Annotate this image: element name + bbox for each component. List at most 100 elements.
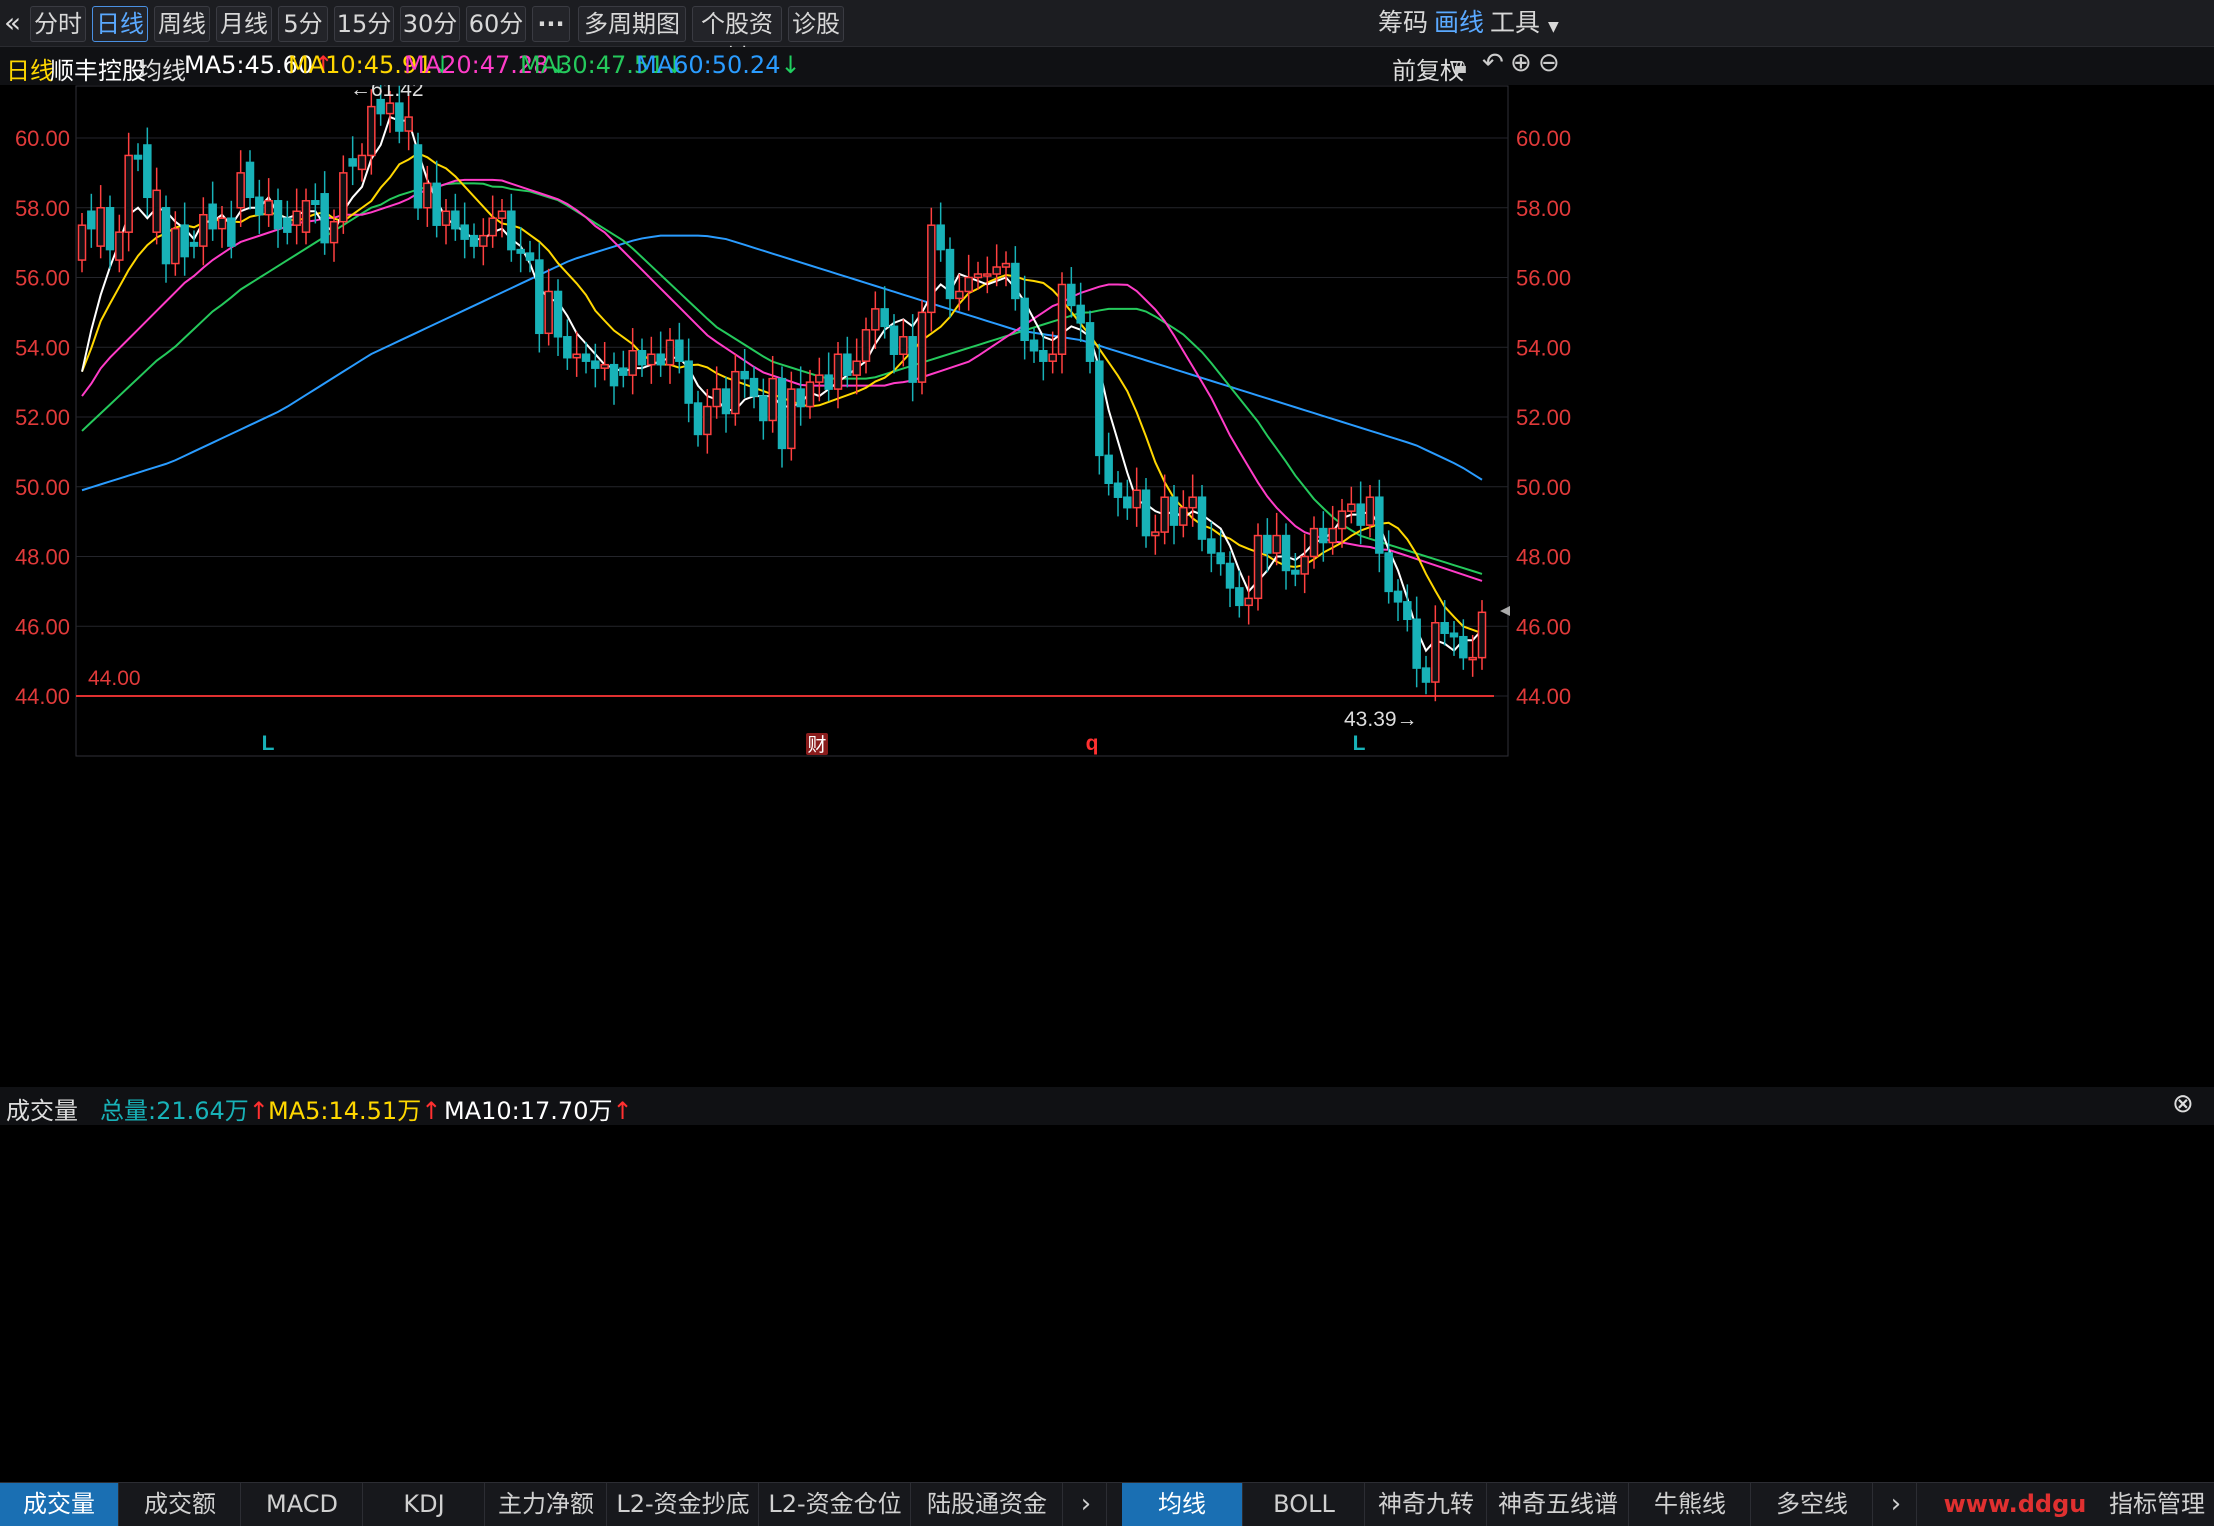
diagnose-button[interactable]: 诊股 [788,6,844,42]
draw-line-button[interactable]: 画线 [1434,8,1485,37]
undo-icon[interactable]: ↶ [1482,48,1504,78]
candle-up [1328,527,1337,544]
candle-up [1048,353,1057,362]
candle-down [525,252,535,261]
candle-down [413,144,423,209]
tab-nine-turn[interactable]: 神奇九转 [1366,1483,1487,1526]
tab-boll[interactable]: BOLL [1244,1483,1365,1526]
volume-chart[interactable]: 50.9250.9238.1938.1925.4625.4612.7312.73… [0,1125,2214,1482]
ma20-text: MA20:47.28 [404,51,549,79]
candle-down [740,370,749,380]
candle-up [703,405,712,436]
tab-main-net[interactable]: 主力净额 [486,1483,607,1526]
ma20-value: MA20:47.28↓ [404,51,569,79]
volume-ma5: MA5:14.51万↑ [268,1091,441,1126]
tab-l2-position[interactable]: L2-资金仓位 [760,1483,911,1526]
candle-up [479,234,488,247]
candle-down [1095,360,1104,457]
candle-down [721,388,731,415]
candle-up [787,388,796,450]
tab-60min[interactable]: 60分 [466,6,526,42]
candle-down [432,182,441,226]
tab-5min[interactable]: 5分 [278,6,328,42]
candle-down [516,248,525,254]
tab-fenshi[interactable]: 分时 [30,6,86,42]
more-button[interactable]: ··· [532,6,570,42]
candle-down [1141,489,1151,537]
price-tick-label-left: 58.00 [15,196,70,221]
candle-down [1375,496,1384,554]
scroll-right-icon[interactable]: › [1066,1483,1107,1526]
stock-profile-button[interactable]: 个股资料 [692,6,782,72]
candle-down [311,200,320,206]
candle-down [1169,496,1179,526]
tab-weekly[interactable]: 周线 [154,6,210,42]
tools-dropdown[interactable]: 工具 ▼ [1490,6,1559,40]
tab-15min[interactable]: 15分 [334,6,394,42]
price-tick-label-left: 56.00 [15,266,70,291]
candle-down [105,207,115,251]
candle-up [1132,489,1141,509]
candle-up [955,290,964,300]
back-double-chevron-icon[interactable]: « [4,6,22,39]
candle-down [1104,454,1113,485]
candle-up [992,266,1001,275]
avg-label[interactable]: 均线 [138,57,186,85]
candle-down [656,353,665,366]
candle-down [1029,339,1039,352]
price-tick-label-right: 52.00 [1516,405,1571,430]
tab-monthly[interactable]: 月线 [216,6,272,42]
tab-macd[interactable]: MACD [242,1483,363,1526]
candle-down [395,102,404,132]
zoom-in-icon[interactable]: ⊕ [1510,48,1532,78]
multi-period-dropdown[interactable]: 多周期图 ▼ [578,6,686,70]
tab-bull-bear[interactable]: 牛熊线 [1630,1483,1751,1526]
tab-daily[interactable]: 日线 [92,6,148,42]
tab-volume[interactable]: 成交量 [0,1483,119,1526]
adjust-button[interactable]: 前复权 [1392,57,1464,85]
price-tick-label-left: 60.00 [15,126,70,151]
candle-up [861,329,871,362]
candle-down [1207,538,1216,554]
candle-down [1291,569,1300,575]
candle-up [1253,534,1263,600]
candle-up [572,353,581,359]
price-tick-label-right: 54.00 [1516,335,1571,360]
tab-ma[interactable]: 均线 [1122,1483,1243,1526]
candle-up [292,210,301,226]
stock-name: 顺丰控股 [50,57,146,85]
tab-30min[interactable]: 30分 [400,6,460,42]
candle-up [665,339,675,366]
tab-turnover[interactable]: 成交额 [120,1483,241,1526]
tab-l2-bottom[interactable]: L2-资金抄底 [608,1483,759,1526]
candle-down [1011,262,1020,300]
candle-up [1272,534,1281,554]
chip-button[interactable]: 筹码 [1378,8,1429,37]
candle-up [899,336,908,355]
candle-down [1412,618,1421,669]
candle-down [824,374,833,390]
lock-icon[interactable]: 🔒︎ [1454,51,1467,79]
zoom-out-icon[interactable]: ⊖ [1538,48,1560,78]
tab-northbound[interactable]: 陆股通资金 [912,1483,1063,1526]
candle-down [1421,667,1431,683]
candle-down [143,144,152,199]
indicator-manage-button[interactable]: 指标管理 [2109,1490,2205,1518]
tab-kdj[interactable]: KDJ [364,1483,485,1526]
candle-up [1188,496,1197,509]
ma10-text: MA10:45.91 [288,51,433,79]
candle-up [815,374,824,383]
multi-period-label: 多周期图 [584,10,680,38]
close-panel-icon[interactable]: ⊗ [2172,1089,2194,1119]
tab-five-line[interactable]: 神奇五线谱 [1488,1483,1629,1526]
scroll-right-icon[interactable]: › [1876,1483,1917,1526]
candle-up [1001,262,1011,268]
tab-long-short[interactable]: 多空线 [1752,1483,1873,1526]
price-tick-label-right: 58.00 [1516,196,1571,221]
candlestick-chart[interactable]: 60.00 60.00 58.00 58.00 56.00 56.00 54.00 54.00… [0,85,2214,1085]
candle-down [1356,503,1365,526]
watermark: www.ddgu [1943,1490,2087,1518]
candle-down [320,193,329,244]
volume-header: 成交量 总量:21.64万↑ MA5:14.51万↑ MA10:17.70万↑ … [0,1087,2214,1125]
candle-up [712,388,721,408]
